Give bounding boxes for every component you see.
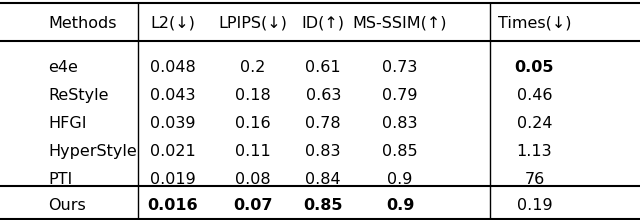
- Text: 76: 76: [524, 172, 545, 187]
- Text: Ours: Ours: [48, 198, 86, 213]
- Text: 0.46: 0.46: [516, 88, 552, 103]
- Text: 0.08: 0.08: [235, 172, 271, 187]
- Text: 0.039: 0.039: [150, 116, 196, 131]
- Text: 0.78: 0.78: [305, 116, 341, 131]
- Text: 0.63: 0.63: [305, 88, 341, 103]
- Text: 0.18: 0.18: [235, 88, 271, 103]
- Text: 0.83: 0.83: [382, 116, 418, 131]
- Text: 0.019: 0.019: [150, 172, 196, 187]
- Text: 0.11: 0.11: [235, 144, 271, 159]
- Text: Times(↓): Times(↓): [498, 16, 571, 31]
- Text: 0.83: 0.83: [305, 144, 341, 159]
- Text: 0.16: 0.16: [235, 116, 271, 131]
- Text: HyperStyle: HyperStyle: [48, 144, 137, 159]
- Text: 0.85: 0.85: [382, 144, 418, 159]
- Text: 0.84: 0.84: [305, 172, 341, 187]
- Text: 0.021: 0.021: [150, 144, 196, 159]
- Text: PTI: PTI: [48, 172, 72, 187]
- Text: ReStyle: ReStyle: [48, 88, 109, 103]
- Text: 0.07: 0.07: [233, 198, 273, 213]
- Text: 0.79: 0.79: [382, 88, 418, 103]
- Text: 0.19: 0.19: [516, 198, 552, 213]
- Text: 0.61: 0.61: [305, 60, 341, 75]
- Text: 0.73: 0.73: [382, 60, 418, 75]
- Text: 0.016: 0.016: [147, 198, 198, 213]
- Text: 0.043: 0.043: [150, 88, 196, 103]
- Text: 0.048: 0.048: [150, 60, 196, 75]
- Text: HFGI: HFGI: [48, 116, 86, 131]
- Text: 0.9: 0.9: [386, 198, 414, 213]
- Text: 1.13: 1.13: [516, 144, 552, 159]
- Text: 0.85: 0.85: [303, 198, 343, 213]
- Text: 0.9: 0.9: [387, 172, 413, 187]
- Text: 0.24: 0.24: [516, 116, 552, 131]
- Text: 0.2: 0.2: [240, 60, 266, 75]
- Text: e4e: e4e: [48, 60, 78, 75]
- Text: L2(↓): L2(↓): [150, 16, 195, 31]
- Text: MS-SSIM(↑): MS-SSIM(↑): [353, 16, 447, 31]
- Text: 0.05: 0.05: [515, 60, 554, 75]
- Text: LPIPS(↓): LPIPS(↓): [218, 16, 287, 31]
- Text: Methods: Methods: [48, 16, 116, 31]
- Text: ID(↑): ID(↑): [301, 16, 345, 31]
